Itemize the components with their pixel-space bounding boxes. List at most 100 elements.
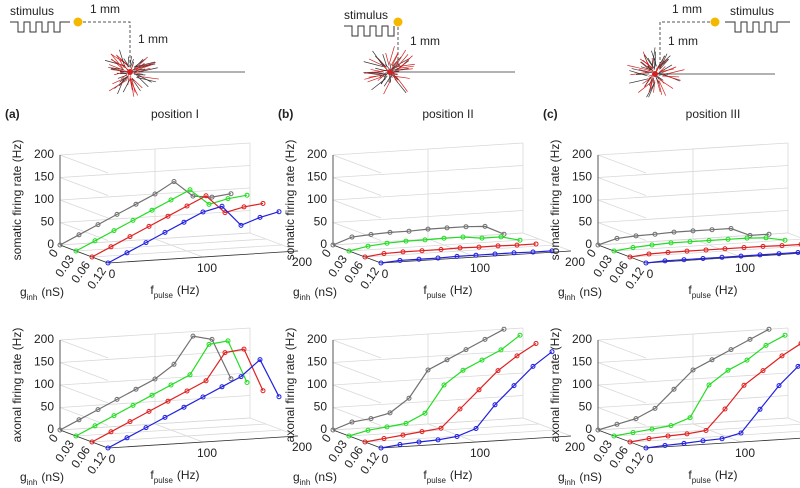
- dendrite: [656, 79, 661, 93]
- data-point: [614, 421, 620, 427]
- data-point: [776, 383, 782, 389]
- dendrite: [396, 76, 408, 92]
- data-point: [492, 402, 498, 408]
- data-point: [114, 396, 120, 402]
- data-point: [533, 241, 539, 247]
- data-point: [209, 336, 215, 342]
- series-line: [91, 195, 264, 258]
- series-line: [59, 335, 232, 431]
- x-tick-label: 0: [647, 452, 654, 466]
- dendrite: [391, 61, 399, 69]
- data-point: [438, 247, 444, 252]
- data-point: [766, 326, 772, 332]
- grid-line: [427, 423, 477, 443]
- data-point: [703, 247, 709, 253]
- series-line: [629, 243, 800, 258]
- data-point: [779, 243, 785, 249]
- axis-line: [107, 435, 299, 449]
- dendrite: [640, 61, 652, 70]
- data-point: [181, 219, 187, 225]
- data-point: [687, 239, 693, 245]
- label-symbol: f: [150, 468, 154, 482]
- data-point: [416, 256, 422, 262]
- data-point: [709, 227, 715, 233]
- grid-line: [348, 238, 540, 252]
- data-point: [206, 201, 212, 207]
- dendrite: [657, 55, 666, 68]
- data-point: [111, 228, 117, 234]
- axis-line: [645, 252, 800, 264]
- dendrite: [648, 79, 654, 93]
- y-tick-label: 200: [307, 147, 327, 161]
- data-point: [228, 376, 234, 382]
- data-point: [533, 340, 539, 346]
- data-point: [766, 231, 772, 237]
- data-point: [260, 200, 266, 206]
- data-point: [652, 405, 658, 411]
- dendrite: [129, 56, 133, 67]
- data-point: [457, 406, 463, 412]
- data-point: [441, 235, 447, 241]
- data-point: [435, 437, 441, 443]
- dendrite: [646, 81, 656, 98]
- axis-line: [597, 244, 647, 264]
- series-line: [91, 348, 264, 443]
- dendrite: [390, 52, 399, 66]
- distance-label: 1 mm: [90, 2, 120, 16]
- data-point: [219, 384, 225, 390]
- data-point: [700, 438, 706, 444]
- grid-line: [332, 384, 382, 404]
- label-symbol: f: [423, 468, 427, 482]
- data-point: [171, 179, 177, 185]
- data-point: [798, 341, 800, 346]
- data-point: [152, 191, 158, 197]
- dendrite: [119, 49, 125, 67]
- dendrite: [659, 58, 669, 70]
- dendrite: [392, 70, 400, 73]
- data-point: [257, 214, 263, 220]
- grid-line: [332, 350, 524, 363]
- dendrite: [110, 59, 126, 68]
- data-point: [241, 346, 247, 352]
- grid-line: [613, 423, 800, 437]
- data-point: [627, 254, 633, 260]
- data-point: [549, 248, 555, 254]
- data-point: [73, 433, 79, 439]
- data-point: [454, 433, 460, 439]
- dendrite: [656, 66, 659, 72]
- data-point: [228, 191, 234, 197]
- data-point: [460, 367, 466, 373]
- data-point: [776, 251, 782, 257]
- grid-line: [364, 429, 556, 443]
- y-tick-label: 200: [34, 332, 54, 346]
- dendrite: [138, 67, 158, 73]
- dendrite: [638, 69, 651, 73]
- series-line: [332, 225, 505, 246]
- data-point: [76, 417, 82, 423]
- data-point: [222, 350, 228, 356]
- data-point: [643, 445, 649, 451]
- label-symbol: f: [423, 283, 427, 297]
- grid-line: [332, 199, 382, 219]
- x-tick-label: 200: [292, 255, 312, 269]
- dendrite: [131, 78, 141, 91]
- y-tick-label: 0: [47, 422, 54, 436]
- electrode: [393, 17, 403, 27]
- data-point: [89, 439, 95, 445]
- label-unit: (Hz): [715, 283, 738, 297]
- data-point: [95, 222, 101, 228]
- x-axis-label: fpulse (Hz): [150, 468, 199, 484]
- series-line: [75, 189, 248, 252]
- y-tick-label: 100: [34, 377, 54, 391]
- grid-line: [332, 395, 524, 408]
- stimulus-label: stimulus: [344, 8, 388, 22]
- data-point: [165, 398, 171, 404]
- series-line: [645, 251, 800, 264]
- dendrite: [652, 47, 656, 66]
- label-unit: (nS): [579, 285, 602, 299]
- dendrite: [114, 71, 126, 76]
- grid-line: [59, 395, 251, 408]
- data-point: [349, 234, 355, 240]
- grid-line: [332, 232, 524, 246]
- label-subscript: inh: [300, 478, 311, 487]
